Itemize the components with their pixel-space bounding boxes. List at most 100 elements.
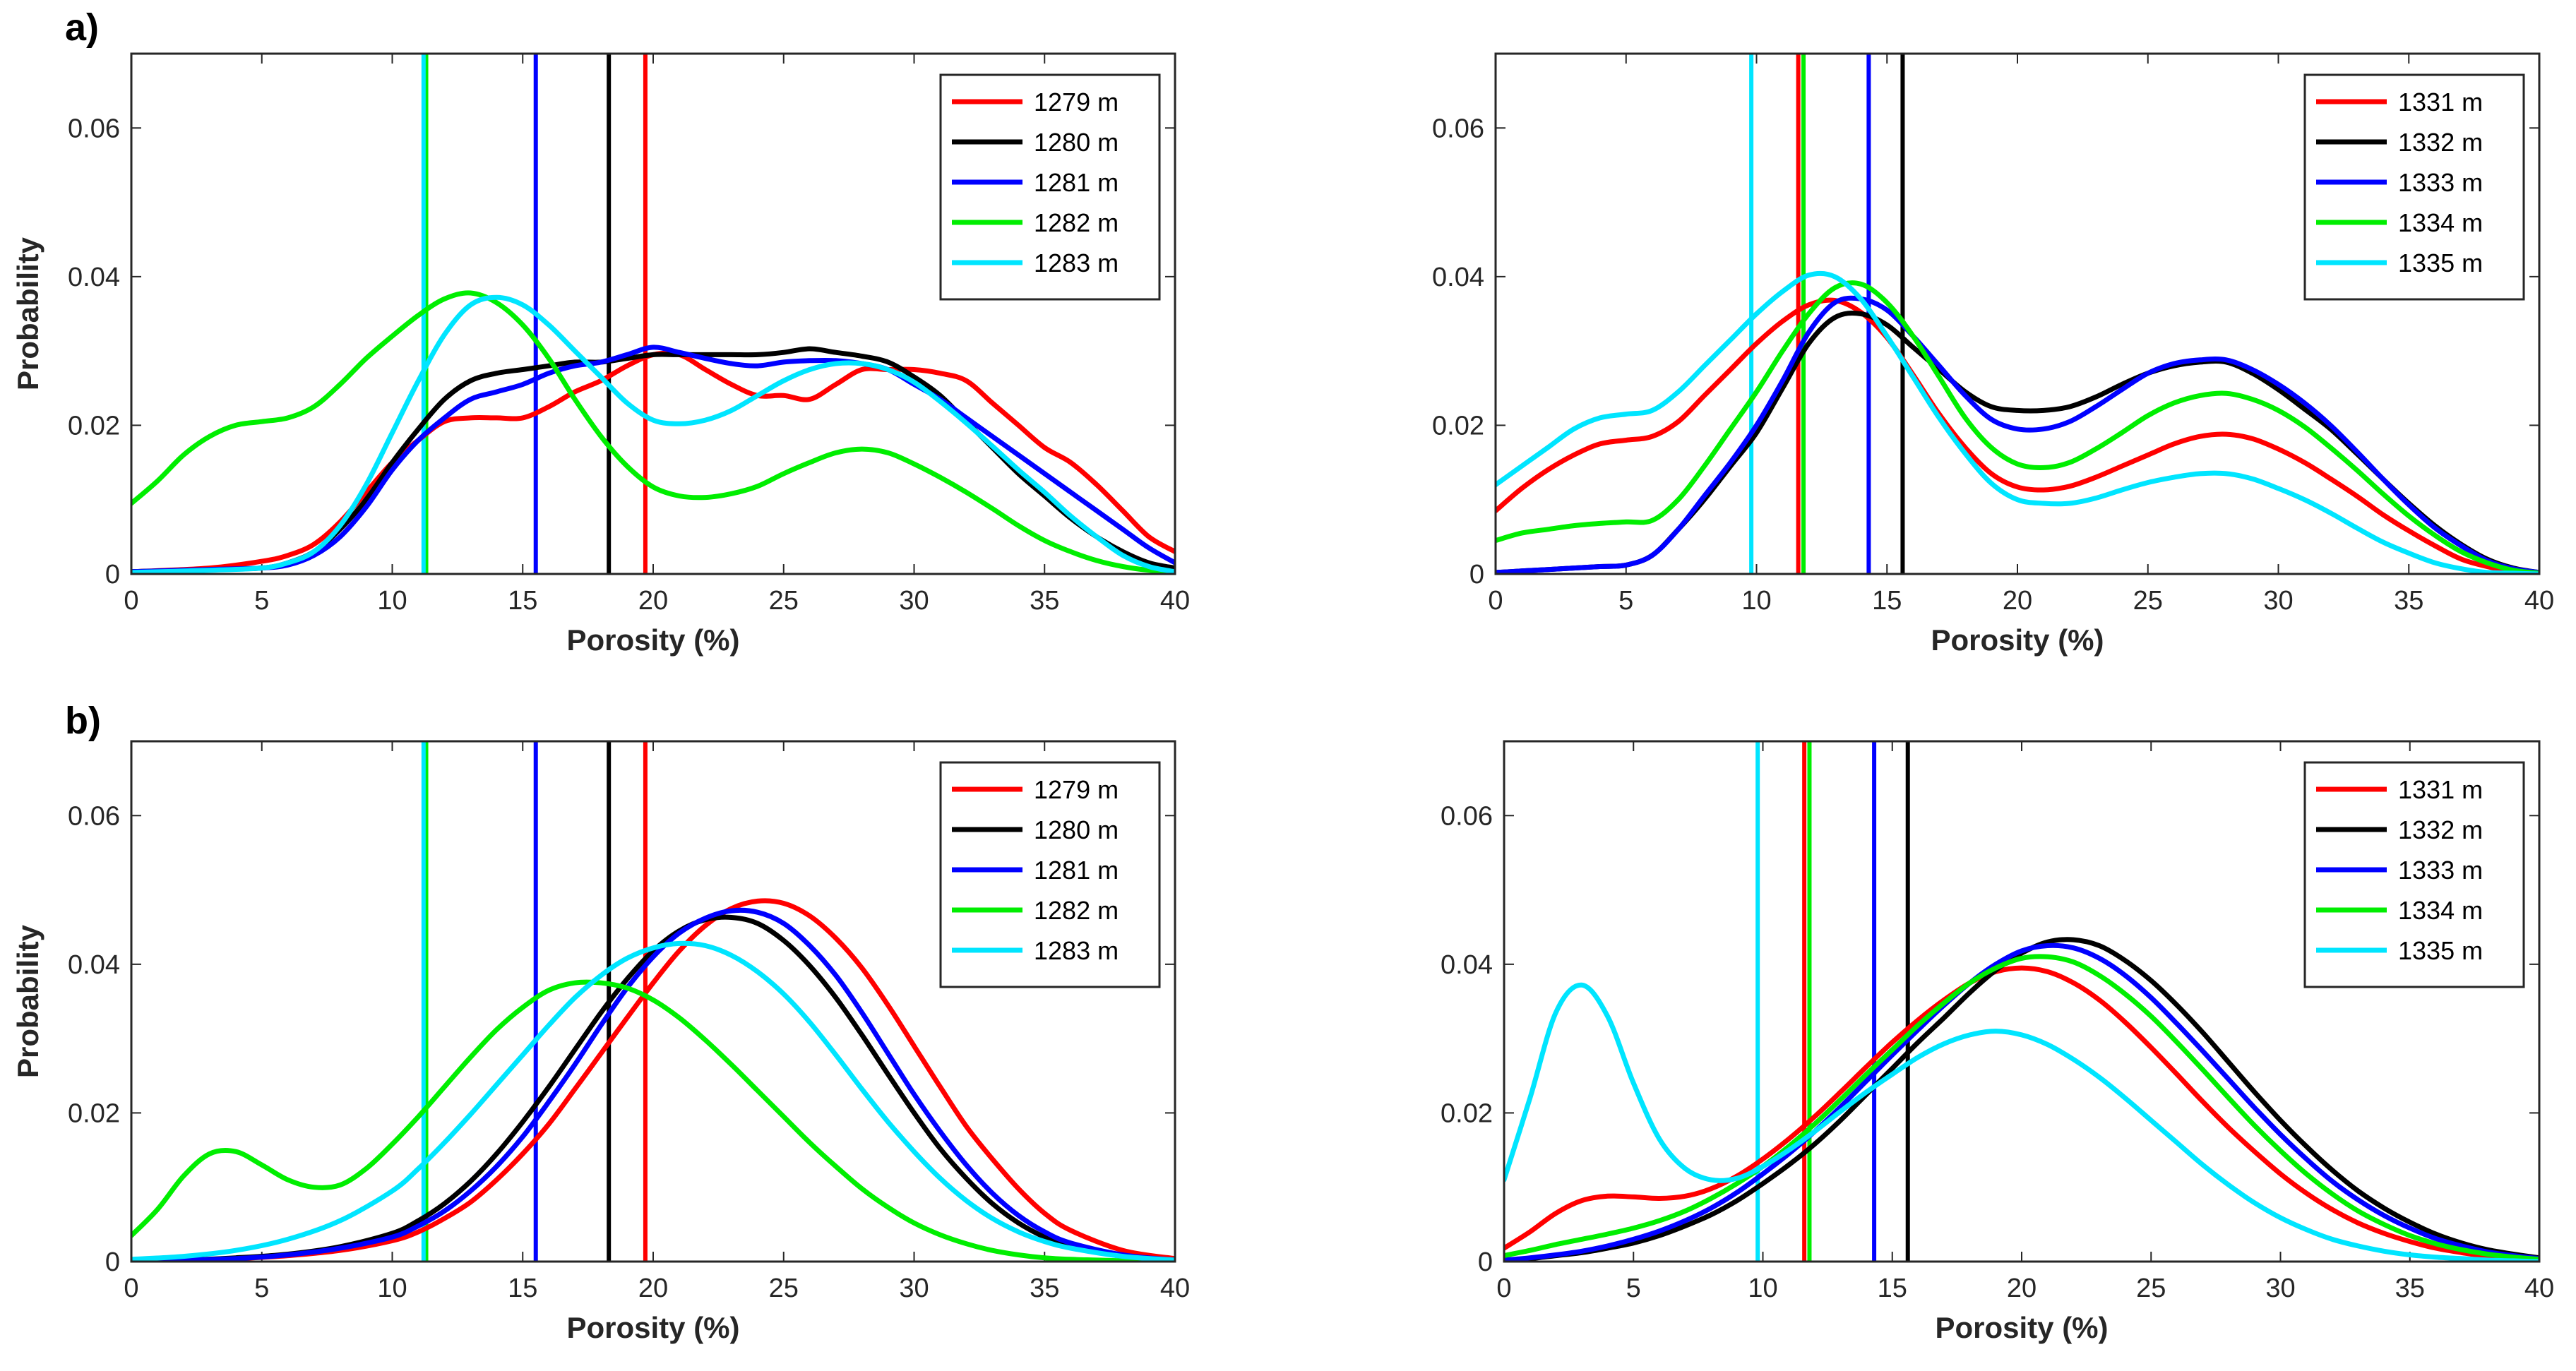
x-tick-label: 10 — [377, 1274, 407, 1303]
y-tick-label: 0 — [105, 560, 120, 589]
x-tick-label: 5 — [1626, 1274, 1641, 1303]
series-line-1332-m — [1496, 311, 2539, 574]
x-tick-label: 40 — [1160, 586, 1190, 616]
series-line-1281-m — [131, 907, 1175, 1262]
x-tick-label: 30 — [2263, 586, 2293, 616]
legend: 1331 m 1332 m 1333 m 1334 m 1335 m — [2303, 73, 2525, 301]
y-tick-label: 0.02 — [1432, 411, 1484, 441]
legend: 1279 m 1280 m 1281 m 1282 m 1283 m — [939, 761, 1161, 988]
x-tick-label: 25 — [769, 586, 799, 616]
legend-item: 1334 m — [2398, 208, 2483, 237]
series-line-1281-m — [131, 345, 1175, 574]
panel-label-b: b) — [65, 700, 101, 742]
legend-item: 1281 m — [1034, 856, 1119, 885]
x-tick-label: 15 — [1872, 586, 1902, 616]
x-tick-label: 10 — [377, 586, 407, 616]
x-tick-label: 15 — [508, 1274, 537, 1303]
legend-item: 1279 m — [1034, 775, 1119, 804]
y-tick-label: 0 — [105, 1247, 120, 1277]
x-tick-label: 5 — [1618, 586, 1633, 616]
legend-item: 1282 m — [1034, 896, 1119, 925]
x-tick-label: 35 — [2394, 586, 2423, 616]
x-tick-label: 30 — [899, 1274, 929, 1303]
x-tick-label: 10 — [1741, 586, 1771, 616]
x-tick-label: 15 — [508, 586, 537, 616]
series-line-1335-m — [1504, 982, 2539, 1262]
chart-a-left: 0 5 10 15 20 25 30 35 40 0 0.02 0.04 0.06 Porosity (%… — [11, 52, 1190, 657]
x-tick-label: 40 — [1160, 1274, 1190, 1303]
x-tick-label: 20 — [2007, 1274, 2037, 1303]
legend-item: 1334 m — [2398, 896, 2483, 925]
legend-item: 1335 m — [2398, 936, 2483, 965]
y-tick-label: 0.04 — [68, 950, 120, 980]
x-tick-label: 25 — [2136, 1274, 2166, 1303]
x-tick-label: 20 — [2003, 586, 2032, 616]
x-tick-label: 0 — [124, 586, 138, 616]
chart-b-right: 0 5 10 15 20 25 30 35 40 0 0.02 0.04 0.06 Porosity (%… — [1441, 740, 2554, 1344]
series-line-1331-m — [1496, 297, 2539, 574]
legend-item: 1283 m — [1034, 936, 1119, 965]
legend-item: 1333 m — [2398, 856, 2483, 885]
axes-box — [130, 740, 1176, 1263]
x-tick-label: 5 — [254, 1274, 269, 1303]
chart-a-right: 0 5 10 15 20 25 30 35 40 0 0.02 0.04 0.06 Porosity (%… — [1432, 52, 2554, 657]
x-axis-label: Porosity (%) — [1935, 1311, 2108, 1344]
series-line-1331-m — [1504, 965, 2539, 1262]
y-tick-label: 0.04 — [1432, 263, 1484, 292]
x-tick-label: 35 — [1030, 1274, 1059, 1303]
legend: 1279 m 1280 m 1281 m 1282 m 1283 m — [939, 73, 1161, 301]
x-tick-label: 35 — [2395, 1274, 2425, 1303]
x-axis-label: Porosity (%) — [566, 623, 739, 657]
axes-box — [130, 52, 1176, 575]
x-tick-label: 15 — [1878, 1274, 1907, 1303]
legend-item: 1283 m — [1034, 249, 1119, 277]
x-tick-label: 40 — [2524, 586, 2554, 616]
y-tick-label: 0.02 — [68, 411, 120, 441]
legend-item: 1279 m — [1034, 88, 1119, 116]
legend-item: 1281 m — [1034, 168, 1119, 197]
series-line-1283-m — [131, 940, 1175, 1262]
series-line-1333-m — [1496, 295, 2539, 574]
x-axis-label: Porosity (%) — [566, 1311, 739, 1344]
x-tick-label: 0 — [124, 1274, 138, 1303]
x-tick-label: 20 — [638, 1274, 668, 1303]
y-tick-label: 0.06 — [68, 114, 120, 143]
series-line-1282-m — [131, 290, 1175, 574]
x-tick-label: 40 — [2524, 1274, 2554, 1303]
axes-box — [1503, 740, 2541, 1263]
x-tick-label: 0 — [1496, 1274, 1511, 1303]
series-line-1280-m — [131, 346, 1175, 574]
series-line-1283-m — [131, 294, 1175, 574]
series-line-1334-m — [1504, 954, 2539, 1262]
legend-item: 1333 m — [2398, 168, 2483, 197]
legend-item: 1332 m — [2398, 128, 2483, 157]
legend-item: 1331 m — [2398, 775, 2483, 804]
y-tick-label: 0.04 — [68, 263, 120, 292]
y-axis-label: Probability — [11, 924, 44, 1078]
series-line-1334-m — [1496, 280, 2539, 574]
legend-item: 1331 m — [2398, 88, 2483, 116]
axes-box — [1494, 52, 2541, 575]
x-tick-label: 30 — [2265, 1274, 2295, 1303]
y-tick-label: 0.06 — [68, 801, 120, 831]
legend-item: 1282 m — [1034, 208, 1119, 237]
y-tick-label: 0.02 — [68, 1098, 120, 1128]
series-line-1279-m — [131, 898, 1175, 1262]
legend: 1331 m 1332 m 1333 m 1334 m 1335 m — [2303, 761, 2525, 988]
y-tick-label: 0.02 — [1441, 1098, 1493, 1128]
x-axis-label: Porosity (%) — [1931, 623, 2104, 657]
y-tick-label: 0 — [1469, 560, 1484, 589]
x-tick-label: 5 — [254, 586, 269, 616]
legend-item: 1280 m — [1034, 815, 1119, 844]
legend-item: 1332 m — [2398, 815, 2483, 844]
x-tick-label: 25 — [2133, 586, 2163, 616]
x-tick-label: 30 — [899, 586, 929, 616]
x-tick-label: 0 — [1488, 586, 1503, 616]
y-axis-label: Probability — [11, 237, 44, 390]
series-line-1335-m — [1496, 270, 2539, 574]
legend-item: 1280 m — [1034, 128, 1119, 157]
y-tick-label: 0.04 — [1441, 950, 1493, 980]
x-tick-label: 20 — [638, 586, 668, 616]
x-tick-label: 10 — [1748, 1274, 1777, 1303]
